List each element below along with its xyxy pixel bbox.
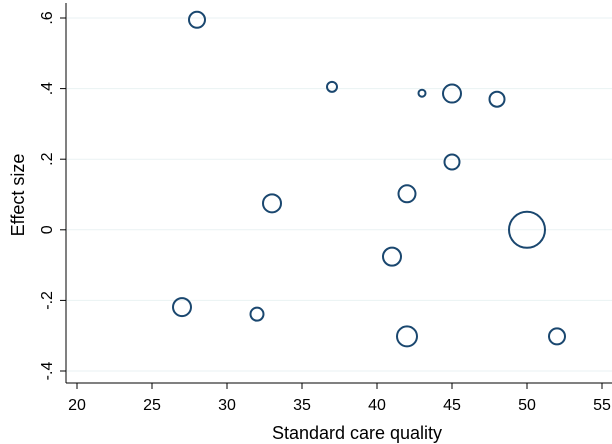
data-point xyxy=(396,325,418,348)
y-tick-label: .6 xyxy=(39,11,56,24)
grid-lines xyxy=(67,17,612,372)
axes xyxy=(65,3,612,384)
x-axis-title: Standard care quality xyxy=(272,423,442,443)
x-tick-label: 55 xyxy=(593,397,611,414)
data-point xyxy=(397,184,417,204)
x-tick-label: 20 xyxy=(68,397,86,414)
data-point xyxy=(417,88,427,98)
x-tick-label: 25 xyxy=(143,397,161,414)
data-point xyxy=(443,153,461,171)
data-points xyxy=(172,10,566,348)
data-point xyxy=(442,83,462,104)
x-tick-label: 45 xyxy=(443,397,461,414)
data-point xyxy=(326,80,338,93)
data-point xyxy=(249,306,265,322)
y-tick-label: 0 xyxy=(39,225,56,234)
x-tick-label: 30 xyxy=(218,397,236,414)
data-point xyxy=(488,90,506,108)
y-tick-label: .2 xyxy=(39,152,56,165)
y-tick-label: .4 xyxy=(39,82,56,95)
data-point xyxy=(188,10,206,29)
y-tick-label: -.4 xyxy=(39,362,56,381)
x-tick-label: 35 xyxy=(293,397,311,414)
x-tick-label: 40 xyxy=(368,397,386,414)
data-point xyxy=(262,193,282,214)
data-point xyxy=(548,327,566,346)
y-axis-title: Effect size xyxy=(8,154,28,237)
data-point xyxy=(172,297,192,318)
x-tick-label: 50 xyxy=(518,397,536,414)
data-point xyxy=(508,210,546,249)
y-tick-label: -.2 xyxy=(39,291,56,310)
data-point xyxy=(382,246,402,267)
tick-labels: -.4 -.2 0 .2 .4 .6 20 25 30 35 40 45 50 55 xyxy=(39,11,611,414)
